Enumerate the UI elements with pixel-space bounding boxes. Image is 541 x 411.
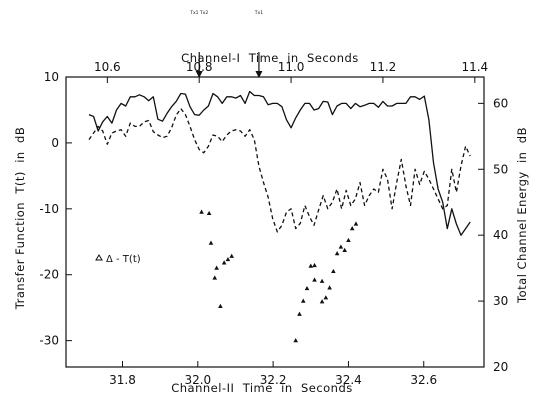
tf-marker — [312, 262, 317, 268]
event-label: Tx1 Tx2 — [189, 10, 208, 16]
axis-ticks — [66, 76, 484, 368]
tf-marker — [312, 277, 317, 282]
right-tick-label: 20 — [493, 360, 508, 374]
top-axis-label: Channel-I Time in Seconds — [181, 51, 359, 65]
series-group — [88, 90, 471, 343]
tf-marker — [221, 260, 227, 265]
left-tick-label: -20 — [39, 268, 59, 282]
tf-marker — [338, 244, 344, 249]
solid-energy-line — [88, 90, 471, 236]
tf-marker — [199, 209, 204, 214]
right-tick-label: 50 — [493, 162, 508, 176]
tf-marker — [212, 275, 218, 280]
left-tick-label: 10 — [44, 70, 59, 84]
tf-marker — [206, 210, 212, 216]
bottom-tick-label: 32.4 — [335, 373, 362, 387]
tf-marker — [323, 295, 329, 300]
bottom-tick-label: 32.6 — [410, 373, 437, 387]
bottom-axis-label: Channel-II Time in Seconds — [171, 381, 353, 395]
event-markers: Tx1 Tx2 Tx1 — [189, 10, 263, 78]
top-tick-label: 11.2 — [370, 60, 397, 74]
tf-marker — [349, 225, 355, 231]
tf-marker — [353, 221, 359, 226]
tf-marker — [208, 240, 214, 245]
left-tick-label: -30 — [39, 334, 59, 348]
left-tick-label: 0 — [51, 136, 59, 150]
legend-label: Δ - T(t) — [106, 254, 141, 265]
top-tick-label: 10.6 — [94, 60, 121, 74]
tf-marker — [346, 237, 351, 243]
tf-marker — [308, 263, 314, 268]
bottom-tick-label: 32.2 — [260, 373, 287, 387]
tf-marker — [214, 265, 219, 270]
legend-marker — [95, 254, 103, 261]
bottom-tick-label: 32.0 — [184, 373, 211, 387]
right-tick-label: 40 — [493, 228, 508, 242]
tf-marker — [304, 285, 310, 291]
right-tick-label: 60 — [493, 96, 508, 110]
tf-marker — [319, 278, 325, 283]
tf-marker — [342, 247, 347, 252]
tf-marker — [297, 311, 302, 316]
dashed-energy-line — [88, 107, 471, 233]
tf-marker — [218, 303, 223, 308]
top-tick-label: 11.4 — [461, 60, 488, 74]
tf-marker — [319, 299, 325, 304]
left-axis-label: Transfer Function T(t) in dB — [13, 127, 27, 310]
event-label: Tx1 — [254, 10, 263, 16]
tf-marker — [229, 253, 234, 258]
event-arrow-head — [255, 71, 263, 78]
event-arrow-head — [195, 71, 203, 78]
top-tick-label: 11.0 — [278, 60, 305, 74]
tf-marker — [331, 268, 336, 274]
left-tick-label: -10 — [39, 202, 59, 216]
tf-marker — [300, 298, 306, 303]
bottom-tick-label: 31.8 — [109, 373, 136, 387]
tf-marker — [334, 251, 340, 256]
tf-marker — [225, 256, 231, 262]
tf-marker — [293, 338, 299, 343]
right-axis-label: Total Channel Energy in dB — [515, 127, 529, 304]
plot-frame — [65, 76, 485, 368]
right-tick-label: 30 — [493, 294, 508, 308]
tf-marker — [327, 285, 332, 290]
